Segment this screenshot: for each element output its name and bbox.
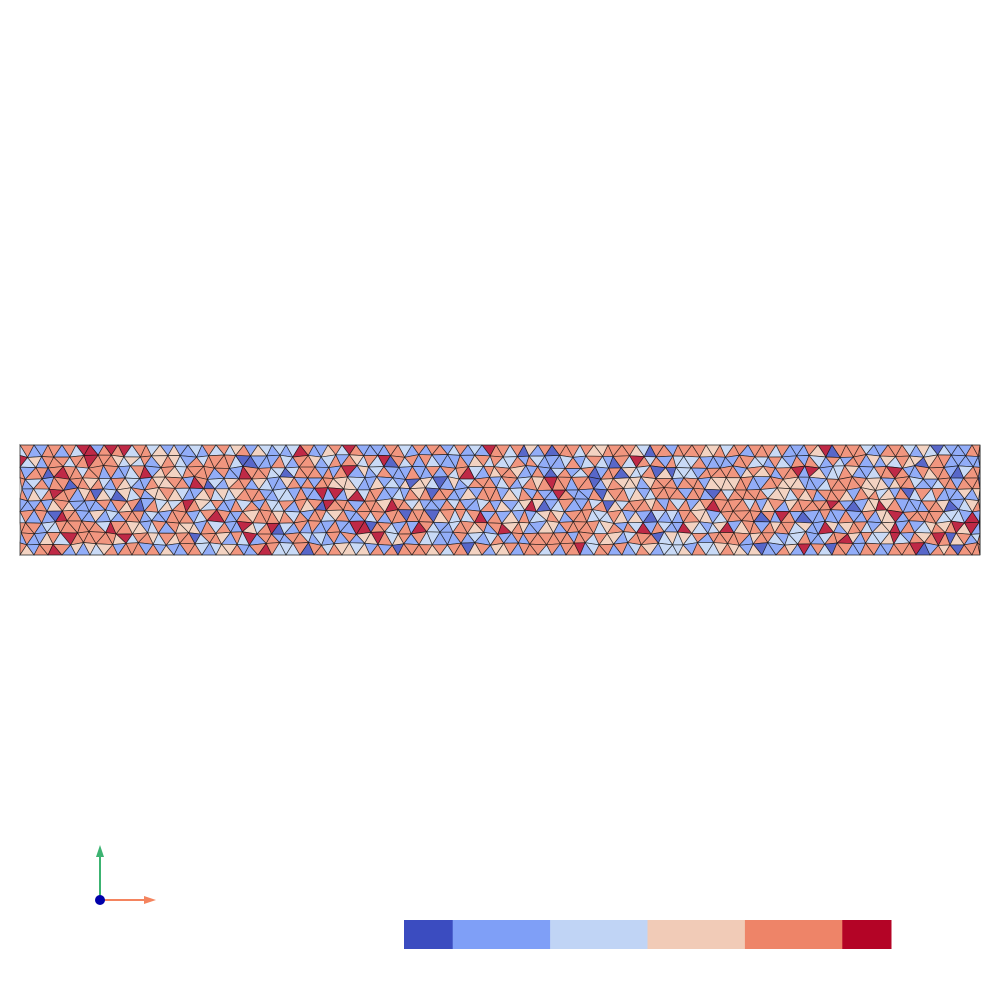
color-bar-segment: [842, 920, 892, 949]
y-arrow: [96, 845, 104, 857]
color-bar-segment: [647, 920, 746, 949]
color-bar-segment: [744, 920, 843, 949]
mesh: [19, 443, 981, 557]
color-bar: [404, 920, 892, 949]
x-arrow: [144, 896, 156, 904]
color-bar-segment: [404, 920, 454, 949]
color-bar-segment: [550, 920, 648, 949]
color-bar-segment: [452, 920, 551, 949]
origin: [95, 895, 105, 905]
orientation-axes: [95, 845, 156, 905]
mesh-outline: [19, 444, 981, 556]
